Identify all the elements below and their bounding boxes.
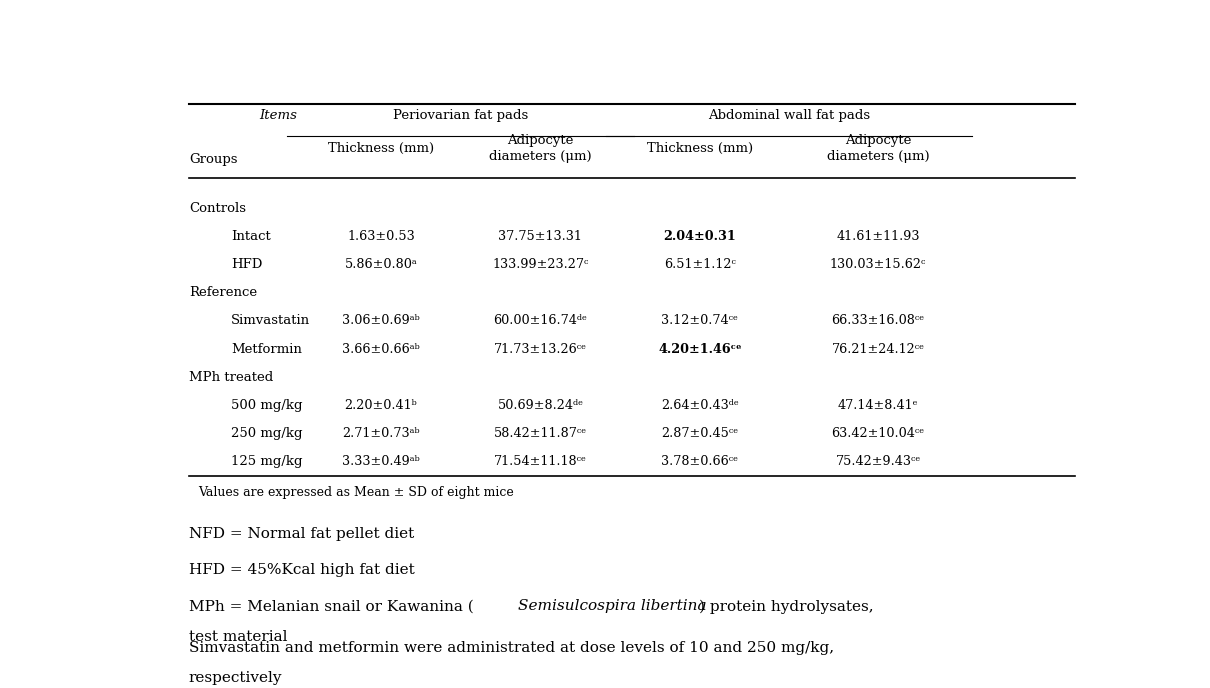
Text: 3.12±0.74ᶜᵉ: 3.12±0.74ᶜᵉ xyxy=(662,314,738,327)
Text: 6.51±1.12ᶜ: 6.51±1.12ᶜ xyxy=(664,258,736,271)
Text: Groups: Groups xyxy=(189,153,237,166)
Text: Metformin: Metformin xyxy=(231,343,301,356)
Text: Values are expressed as Mean ± SD of eight mice: Values are expressed as Mean ± SD of eig… xyxy=(198,486,514,499)
Text: Thickness (mm): Thickness (mm) xyxy=(328,142,434,155)
Text: 2.71±0.73ᵃᵇ: 2.71±0.73ᵃᵇ xyxy=(342,427,420,440)
Text: 66.33±16.08ᶜᵉ: 66.33±16.08ᶜᵉ xyxy=(831,314,924,327)
Text: respectively: respectively xyxy=(189,671,282,685)
Text: Semisulcospira libertina: Semisulcospira libertina xyxy=(518,599,707,614)
Text: Abdominal wall fat pads: Abdominal wall fat pads xyxy=(708,109,870,122)
Text: Simvastatin: Simvastatin xyxy=(231,314,310,327)
Text: Reference: Reference xyxy=(189,286,257,299)
Text: 75.42±9.43ᶜᵉ: 75.42±9.43ᶜᵉ xyxy=(835,455,921,468)
Text: Controls: Controls xyxy=(189,202,246,215)
Text: MPh = Melanian snail or Kawanina (: MPh = Melanian snail or Kawanina ( xyxy=(189,599,473,614)
Text: 58.42±11.87ᶜᵉ: 58.42±11.87ᶜᵉ xyxy=(494,427,587,440)
Text: 133.99±23.27ᶜ: 133.99±23.27ᶜ xyxy=(492,258,588,271)
Text: 1.63±0.53: 1.63±0.53 xyxy=(347,230,415,244)
Text: 3.06±0.69ᵃᵇ: 3.06±0.69ᵃᵇ xyxy=(342,314,420,327)
Text: 2.20±0.41ᵇ: 2.20±0.41ᵇ xyxy=(345,398,417,411)
Text: MPh treated: MPh treated xyxy=(189,371,273,384)
Text: 500 mg/kg: 500 mg/kg xyxy=(231,398,302,411)
Text: Adipocyte
diameters (μm): Adipocyte diameters (μm) xyxy=(826,134,929,163)
Text: 250 mg/kg: 250 mg/kg xyxy=(231,427,302,440)
Text: 76.21±24.12ᶜᵉ: 76.21±24.12ᶜᵉ xyxy=(831,343,924,356)
Text: 2.64±0.43ᵈᵉ: 2.64±0.43ᵈᵉ xyxy=(661,398,739,411)
Text: 60.00±16.74ᵈᵉ: 60.00±16.74ᵈᵉ xyxy=(494,314,587,327)
Text: HFD = 45%Kcal high fat diet: HFD = 45%Kcal high fat diet xyxy=(189,563,415,577)
Text: 2.04±0.31: 2.04±0.31 xyxy=(663,230,736,244)
Text: Adipocyte
diameters (μm): Adipocyte diameters (μm) xyxy=(489,134,592,163)
Text: Periovarian fat pads: Periovarian fat pads xyxy=(393,109,529,122)
Text: 125 mg/kg: 125 mg/kg xyxy=(231,455,302,468)
Text: Simvastatin and metformin were administrated at dose levels of 10 and 250 mg/kg,: Simvastatin and metformin were administr… xyxy=(189,641,834,655)
Text: test material: test material xyxy=(189,630,287,644)
Text: ) protein hydrolysates,: ) protein hydrolysates, xyxy=(699,599,874,614)
Text: 71.73±13.26ᶜᵉ: 71.73±13.26ᶜᵉ xyxy=(494,343,587,356)
Text: 3.66±0.66ᵃᵇ: 3.66±0.66ᵃᵇ xyxy=(342,343,420,356)
Text: Thickness (mm): Thickness (mm) xyxy=(647,142,753,155)
Text: 2.87±0.45ᶜᵉ: 2.87±0.45ᶜᵉ xyxy=(662,427,738,440)
Text: HFD: HFD xyxy=(231,258,263,271)
Text: 4.20±1.46ᶜᵉ: 4.20±1.46ᶜᵉ xyxy=(658,343,742,356)
Text: 3.78±0.66ᶜᵉ: 3.78±0.66ᶜᵉ xyxy=(662,455,738,468)
Text: NFD = Normal fat pellet diet: NFD = Normal fat pellet diet xyxy=(189,527,414,541)
Text: 41.61±11.93: 41.61±11.93 xyxy=(836,230,920,244)
Text: 130.03±15.62ᶜ: 130.03±15.62ᶜ xyxy=(830,258,926,271)
Text: 71.54±11.18ᶜᵉ: 71.54±11.18ᶜᵉ xyxy=(494,455,587,468)
Text: Intact: Intact xyxy=(231,230,271,244)
Text: 47.14±8.41ᵉ: 47.14±8.41ᵉ xyxy=(837,398,918,411)
Text: 63.42±10.04ᶜᵉ: 63.42±10.04ᶜᵉ xyxy=(831,427,924,440)
Text: Items: Items xyxy=(259,109,296,122)
Text: 50.69±8.24ᵈᵉ: 50.69±8.24ᵈᵉ xyxy=(497,398,583,411)
Text: 5.86±0.80ᵃ: 5.86±0.80ᵃ xyxy=(345,258,417,271)
Text: 3.33±0.49ᵃᵇ: 3.33±0.49ᵃᵇ xyxy=(342,455,420,468)
Text: 37.75±13.31: 37.75±13.31 xyxy=(499,230,582,244)
